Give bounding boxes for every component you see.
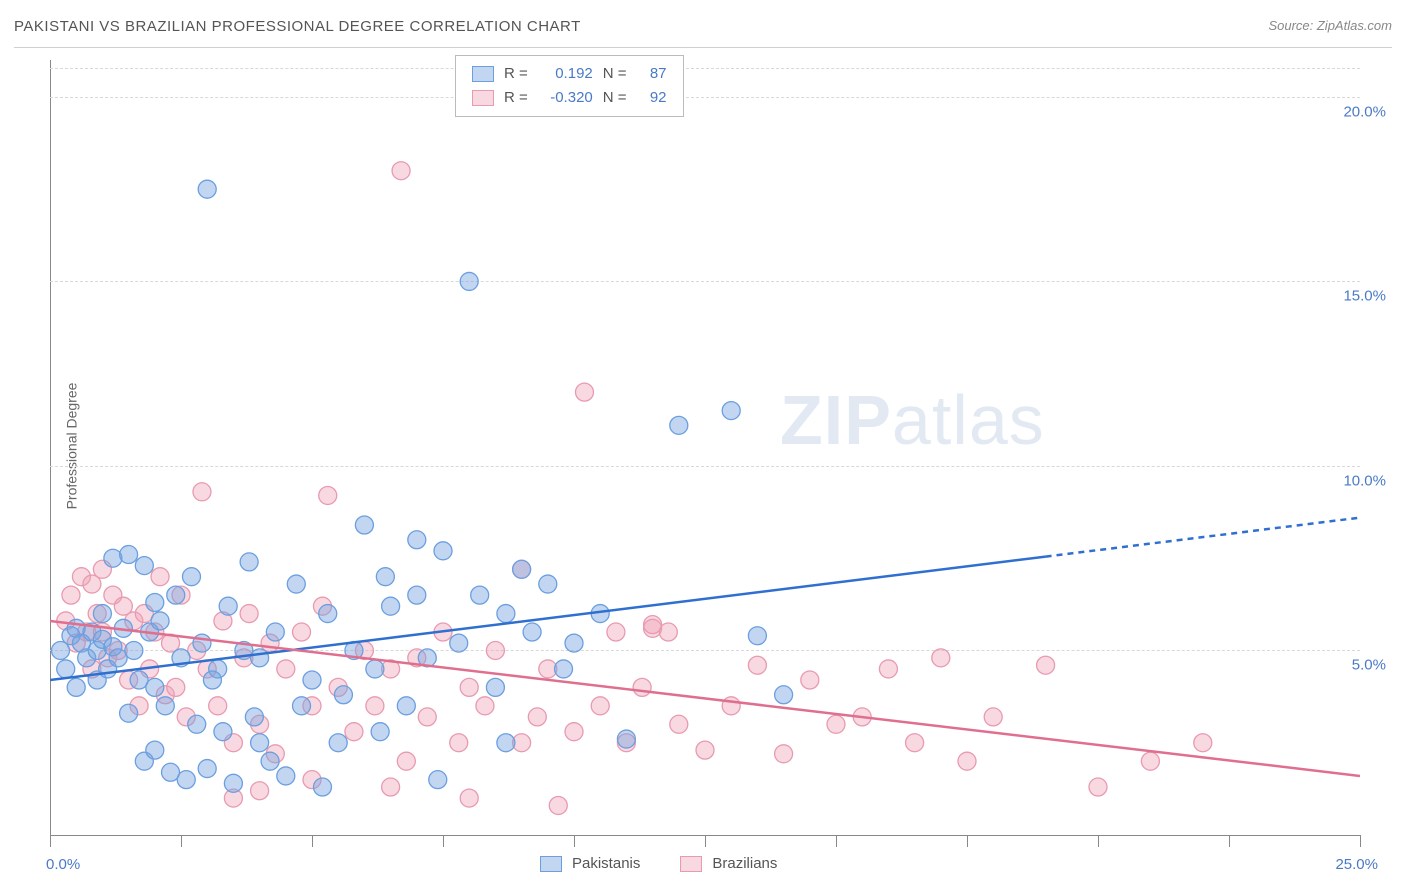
stats-row-2: R = -0.320 N = 92 — [472, 86, 667, 110]
source-attribution: Source: ZipAtlas.com — [1268, 18, 1392, 33]
swatch-series2-b — [680, 856, 702, 872]
legend-item-1: Pakistanis — [540, 855, 640, 872]
chart-header: PAKISTANI VS BRAZILIAN PROFESSIONAL DEGR… — [14, 18, 1392, 48]
x-origin-label: 0.0% — [46, 856, 80, 873]
chart-title: PAKISTANI VS BRAZILIAN PROFESSIONAL DEGR… — [14, 18, 581, 35]
swatch-series1-b — [540, 856, 562, 872]
scatter-plot — [50, 60, 1360, 835]
series-legend: Pakistanis Brazilians — [540, 855, 777, 872]
correlation-stats-box: R = 0.192 N = 87 R = -0.320 N = 92 — [455, 55, 684, 117]
swatch-series1 — [472, 66, 494, 82]
swatch-series2 — [472, 90, 494, 106]
legend-item-2: Brazilians — [680, 855, 777, 872]
stats-row-1: R = 0.192 N = 87 — [472, 62, 667, 86]
x-end-label: 25.0% — [1335, 856, 1378, 873]
